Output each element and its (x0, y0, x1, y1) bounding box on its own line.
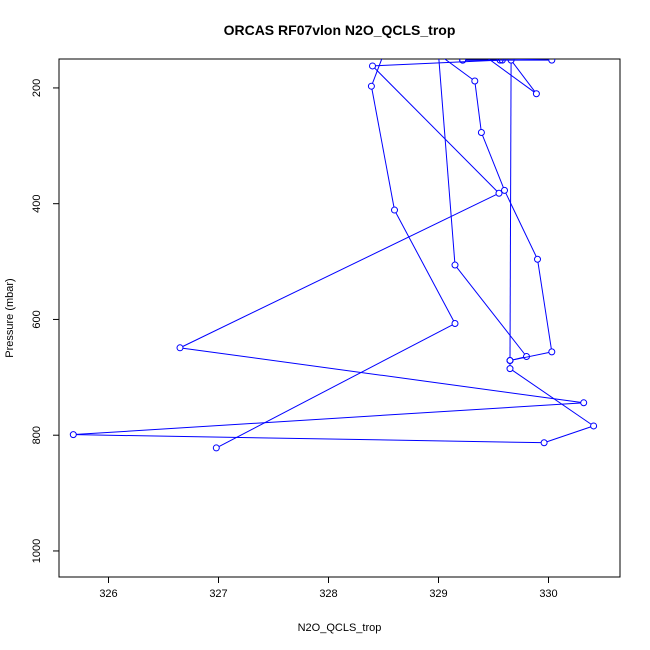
series-segment (512, 369, 592, 425)
data-point (507, 59, 515, 64)
data-point (532, 90, 540, 98)
y-tick-label: 600 (31, 310, 43, 328)
data-point (534, 255, 541, 263)
y-tick-label: 200 (31, 79, 43, 97)
data-point (523, 352, 530, 360)
data-point (451, 261, 459, 269)
series-segment (374, 67, 498, 192)
data-point (540, 439, 548, 447)
data-point (580, 399, 588, 407)
series-segment (456, 267, 526, 355)
data-point (496, 59, 504, 64)
data-point (391, 206, 398, 214)
y-tick-label: 1000 (31, 539, 43, 563)
series-segment (375, 59, 498, 67)
series-segment (182, 194, 497, 347)
y-axis: 200 400 600 800 1000 (31, 79, 59, 563)
chart-title: ORCAS RF07vlon N2O_QCLS_trop (224, 22, 456, 38)
data-point (381, 51, 387, 57)
series-segment (487, 59, 535, 93)
data-point (367, 82, 375, 90)
data-point (176, 344, 184, 352)
data-point (369, 62, 376, 70)
data-point (506, 357, 514, 365)
data-point (69, 431, 77, 439)
series-segment (512, 62, 535, 92)
series-segment (371, 89, 395, 208)
plot-frame (58, 58, 621, 578)
series-segment (537, 262, 552, 349)
x-tick-label: 327 (209, 588, 227, 600)
series-segment (546, 426, 591, 443)
series-segment (182, 347, 581, 403)
series-segment (438, 59, 456, 263)
series-segment (509, 63, 512, 358)
series-segment (512, 351, 549, 361)
data-point (436, 51, 442, 57)
data-point (471, 77, 479, 85)
y-axis-label: Pressure (mbar) (4, 278, 16, 357)
series-segment (482, 135, 504, 188)
plot-area (69, 51, 598, 452)
series-segment (474, 83, 482, 130)
data-point (212, 444, 220, 452)
data-point (590, 422, 598, 430)
data-point (495, 189, 503, 197)
series-segment (218, 324, 453, 447)
x-tick-label: 329 (429, 588, 447, 600)
series-segment (443, 59, 473, 80)
data-point (451, 319, 459, 327)
x-axis-label: N2O_QCLS_trop (298, 622, 382, 634)
x-tick-label: 330 (539, 588, 557, 600)
data-point (480, 51, 486, 57)
data-point (548, 59, 556, 64)
x-tick-label: 328 (319, 588, 337, 600)
y-tick-label: 800 (31, 426, 43, 444)
data-point (506, 365, 514, 373)
series-segment (76, 434, 542, 444)
series-segment (503, 59, 549, 61)
x-axis: 326 327 328 329 330 (99, 577, 558, 600)
data-point (548, 348, 556, 356)
series-segment (395, 212, 455, 322)
x-tick-label: 326 (99, 588, 117, 600)
data-point (477, 129, 485, 137)
data-point (498, 59, 506, 64)
data-point (501, 186, 508, 194)
data-point (459, 59, 467, 64)
y-tick-label: 400 (31, 195, 43, 213)
series-segment (76, 402, 581, 435)
